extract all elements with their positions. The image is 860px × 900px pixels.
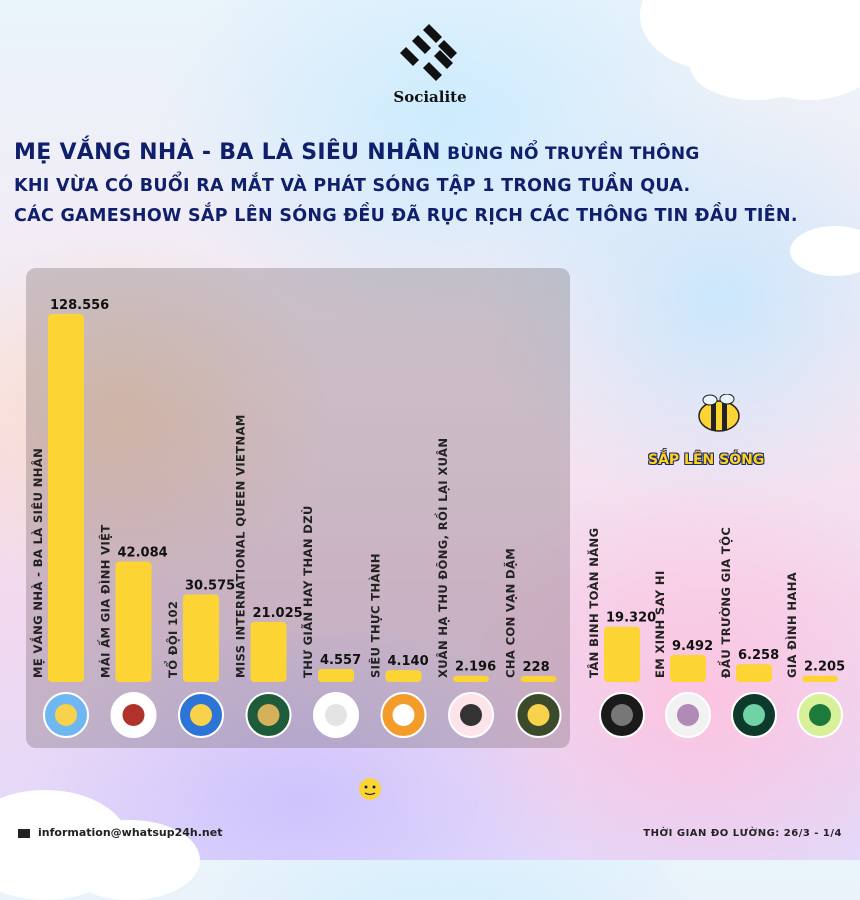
upcoming-label: SẮP LÊN SÓNG: [648, 452, 765, 468]
show-logo-mark-icon: [122, 704, 145, 726]
cloud-top-right-3: [690, 30, 820, 100]
bar-1-3: [183, 594, 219, 682]
headline-line-1: MẸ VẮNG NHÀ - BA LÀ SIÊU NHÂN BÙNG NỔ TR…: [14, 140, 700, 165]
bar-chart: 128.556 MẸ VẮNG NHÀ - BA LÀ SIÊU NHÂN 42.0…: [29, 298, 845, 738]
category-label: SIÊU THỰC THÀNH: [368, 553, 383, 678]
footer-email: information@whatsup24h.net: [18, 826, 222, 839]
category-label: MÁI ẤM GIA ĐÌNH VIỆT: [96, 524, 113, 678]
category-label: ĐẦU TRƯỜNG GIA TỘC: [716, 527, 733, 678]
bar-1-2: [115, 561, 152, 682]
socialite-logo-icon: [400, 24, 457, 81]
bar-1-1: [48, 314, 84, 682]
value-label: 21.025: [253, 606, 303, 621]
cloud-right: [790, 226, 860, 276]
bar-2-1: [604, 626, 640, 682]
category-label: TÂN BINH TOÀN NĂNG: [586, 528, 601, 678]
value-label: 2.196: [455, 660, 496, 675]
bar-2-3: [736, 664, 772, 682]
category-label: MẸ VẮNG NHÀ - BA LÀ SIÊU NHÂN: [29, 448, 45, 678]
category-label: THƯ GIÃN HAY THAN DZÙ: [300, 505, 315, 678]
value-label: 9.492: [672, 639, 713, 654]
show-logo-mark-icon: [392, 704, 415, 726]
category-label: MISS INTERNATIONAL QUEEN VIETNAM: [234, 414, 248, 678]
value-label: 4.140: [388, 654, 429, 669]
headline-line-2: KHI VỪA CÓ BUỔI RA MẮT VÀ PHÁT SÓNG TẬP …: [14, 176, 691, 196]
category-label: CHA CON VẠN DẶM: [503, 548, 518, 678]
bar-1-6: [385, 670, 422, 682]
show-logo-mark-icon: [190, 704, 212, 726]
headline-highlight: MẸ VẮNG NHÀ - BA LÀ SIÊU NHÂN: [14, 140, 441, 165]
show-logo-mark-icon: [809, 704, 831, 726]
bar-2-4: [802, 675, 838, 682]
value-label: 6.258: [738, 648, 779, 663]
show-logo-mark-icon: [257, 704, 280, 726]
brand-name: Socialite: [393, 88, 467, 106]
headline-line-3: CÁC GAMESHOW SẮP LÊN SÓNG ĐỀU ĐÃ RỤC RỊC…: [14, 206, 798, 226]
category-label: EM XINH SAY HI: [653, 570, 667, 678]
show-logo-mark-icon: [743, 704, 765, 726]
bee-icon: [698, 394, 740, 432]
bar-2-2: [670, 654, 706, 682]
show-logo-mark-icon: [611, 704, 633, 726]
bar-1-5: [318, 668, 354, 682]
value-label: 42.084: [118, 546, 168, 561]
show-logo-mark-icon: [677, 704, 699, 726]
show-logo-mark-icon: [460, 704, 482, 726]
value-label: 128.556: [50, 298, 109, 313]
show-logo-mark-icon: [527, 704, 550, 726]
value-label: 30.575: [185, 578, 235, 593]
value-label: 4.557: [320, 653, 361, 668]
value-label: 228: [523, 660, 550, 675]
footer-period: THỜI GIAN ĐO LƯỜNG: 26/3 - 1/4: [643, 828, 842, 839]
headline-line-1-rest: BÙNG NỔ TRUYỀN THÔNG: [447, 144, 700, 164]
show-logo-mark-icon: [55, 704, 77, 726]
show-logo-mark-icon: [325, 704, 347, 726]
small-face-icon: [359, 778, 381, 800]
footer-email-text: information@whatsup24h.net: [38, 826, 223, 839]
category-label: TỔ ĐỘI 102: [163, 601, 180, 678]
bar-1-8: [520, 676, 557, 682]
mail-icon: [18, 828, 30, 838]
value-label: 19.320: [606, 611, 656, 626]
value-label: 2.205: [804, 660, 845, 675]
category-label: XUÂN HẠ THU ĐÔNG, RỒI LẠI XUÂN: [433, 438, 450, 678]
bar-1-7: [453, 675, 489, 682]
category-label: GIA ĐÌNH HAHA: [784, 572, 799, 678]
bar-1-4: [250, 621, 287, 682]
